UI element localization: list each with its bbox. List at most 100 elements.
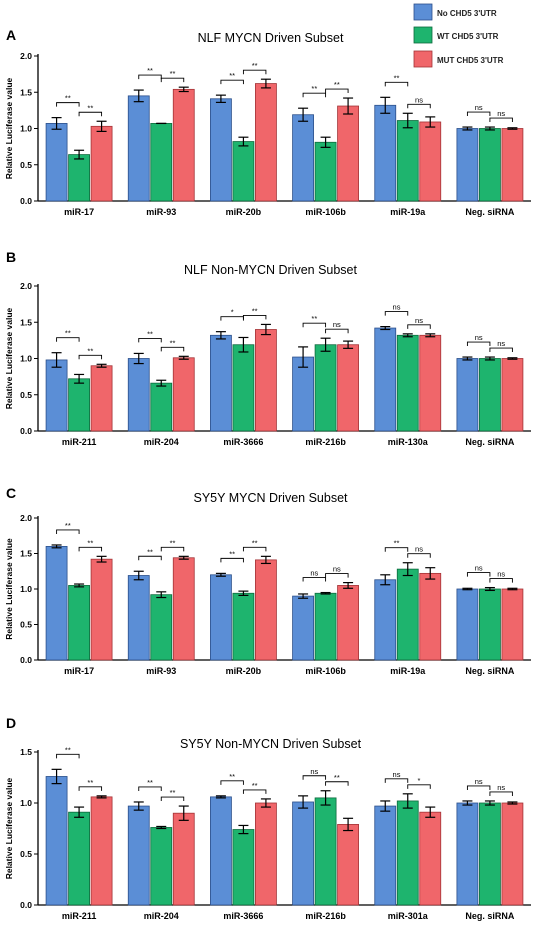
bracket-line [220, 316, 244, 321]
x-tick-label: miR-93 [146, 666, 176, 676]
bar [314, 141, 337, 202]
significance-label: ns [497, 339, 505, 348]
bar [127, 95, 150, 202]
bracket-line [160, 346, 185, 352]
significance-label: ** [87, 778, 93, 787]
significance-label: ** [65, 521, 71, 530]
bar [374, 579, 397, 661]
x-tick-label: miR-106b [305, 666, 346, 676]
bar [255, 802, 277, 906]
significance-bracket: ns [466, 333, 491, 347]
bar [172, 557, 195, 661]
significance-label: ** [394, 539, 400, 548]
x-tick-label: miR-301a [388, 911, 429, 921]
legend-swatch-mut [413, 50, 433, 68]
significance-label: ns [415, 316, 423, 325]
bar [479, 588, 501, 661]
significance-bracket: ns [384, 303, 409, 316]
bar [501, 358, 524, 432]
chart-title: NLF MYCN Driven Subset [198, 31, 344, 45]
significance-label: ** [229, 71, 235, 80]
x-tick-label: Neg. siRNA [465, 437, 515, 447]
bar [90, 796, 113, 906]
significance-bracket: ** [138, 329, 162, 343]
significance-bracket: ** [302, 314, 327, 328]
bar [68, 811, 90, 906]
bar [456, 588, 479, 661]
significance-label: * [231, 308, 234, 317]
bar [292, 801, 314, 906]
bar [479, 802, 501, 906]
significance-bracket: ** [160, 538, 185, 552]
significance-bracket: ns [302, 569, 327, 582]
bracket-line [489, 791, 513, 796]
bracket-line [56, 102, 80, 107]
significance-bracket: ** [56, 521, 80, 534]
significance-bracket: ns [489, 339, 513, 353]
legend-label-no: No CHD5 3'UTR [437, 9, 497, 18]
legend: No CHD5 3'UTR WT CHD5 3'UTR MUT CHD5 3'U… [413, 3, 504, 68]
x-tick-label: miR-3666 [223, 911, 263, 921]
y-tick-label: 1.0 [20, 584, 32, 594]
bar [314, 592, 337, 661]
chart-title: SY5Y Non-MYCN Driven Subset [180, 737, 362, 751]
significance-bracket: ns [325, 565, 349, 578]
significance-bracket: ns [407, 95, 431, 109]
significance-bracket: ** [138, 66, 162, 80]
bar [479, 358, 501, 432]
y-tick-label: 0.5 [20, 160, 32, 170]
significance-label: ns [333, 565, 341, 574]
significance-bracket: ** [220, 549, 244, 563]
bracket-line [466, 785, 491, 790]
significance-bracket: ** [78, 346, 103, 360]
y-axis-label: Relative Luciferase value [4, 777, 14, 879]
bracket-line [160, 546, 185, 552]
bar [255, 329, 277, 432]
bar [210, 574, 232, 661]
y-tick-label: 2.0 [20, 51, 32, 61]
bar [150, 123, 173, 202]
x-tick-label: miR-19a [390, 666, 426, 676]
bar [172, 812, 195, 906]
bar [419, 334, 442, 432]
y-tick-label: 0.5 [20, 620, 32, 630]
bracket-line [138, 786, 162, 791]
bar [292, 356, 314, 432]
significance-label: ** [147, 778, 153, 787]
bracket-line [242, 789, 267, 794]
significance-label: ** [311, 84, 317, 93]
bar [210, 796, 232, 906]
bar [374, 805, 397, 906]
significance-bracket: ** [78, 103, 103, 117]
significance-bracket: ** [160, 788, 185, 802]
significance-bracket: ** [56, 745, 80, 759]
significance-bracket: ns [466, 564, 491, 577]
panel-letter: B [6, 249, 16, 265]
significance-label: ns [415, 95, 423, 104]
bracket-line [138, 74, 162, 80]
bracket-line [384, 81, 409, 87]
panel-letter: A [6, 27, 16, 43]
significance-bracket: ns [325, 320, 349, 334]
significance-label: ns [333, 320, 341, 329]
significance-bracket: ** [138, 547, 162, 561]
significance-label: ** [229, 772, 235, 781]
significance-bracket: ** [78, 538, 103, 552]
significance-bracket: ns [489, 783, 513, 796]
y-tick-label: 1.0 [20, 798, 32, 808]
bracket-line [242, 314, 267, 320]
bar [396, 120, 419, 202]
bracket-line [242, 546, 267, 552]
y-tick-label: 0.0 [20, 426, 32, 436]
panel-letter: D [6, 715, 16, 731]
y-tick-label: 0.5 [20, 849, 32, 859]
significance-bracket: ** [160, 338, 185, 352]
significance-bracket: ** [78, 778, 103, 791]
bar [337, 105, 359, 202]
bracket-line [220, 557, 244, 563]
bar [337, 344, 359, 432]
bracket-line [407, 103, 431, 109]
significance-bracket: ** [384, 73, 409, 87]
bracket-line [466, 341, 491, 347]
